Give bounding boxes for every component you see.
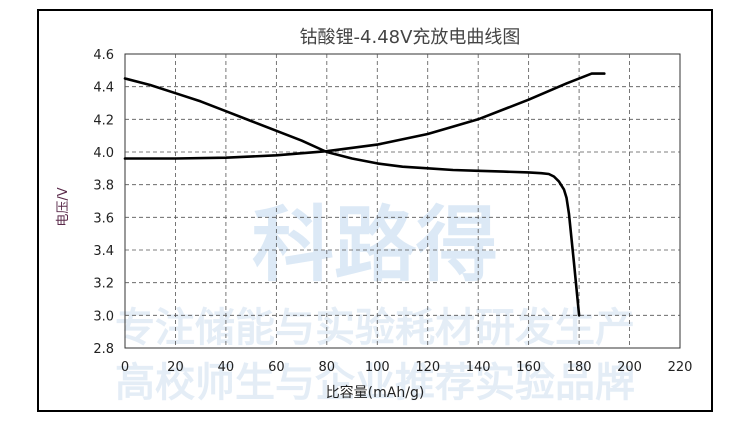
grid: [125, 54, 680, 348]
series-line-charge: [123, 72, 606, 160]
x-tick-label: 140: [466, 360, 491, 375]
x-tick-label: 60: [268, 360, 285, 375]
x-tick-label: 220: [668, 360, 693, 375]
series-line-discharge: [123, 77, 581, 317]
y-axis-label: 电压/V: [56, 187, 71, 226]
watermark-line-1: 专注储能与实验耗材研发生产: [115, 305, 635, 351]
x-tick-label: 180: [567, 360, 592, 375]
x-tick-label: 40: [218, 360, 235, 375]
series-lines: [123, 72, 606, 317]
x-tick-label: 100: [365, 360, 390, 375]
y-tick-label: 3.8: [93, 179, 114, 194]
y-tick-label: 3.4: [93, 244, 114, 259]
y-tick-label: 3.2: [93, 277, 114, 292]
chart-frame: 科路得 专注储能与实验耗材研发生产 高校师生与企业推荐实验品牌 钴酸锂-4.48…: [37, 9, 713, 412]
x-tick-label: 20: [167, 360, 184, 375]
watermark-line-2: 高校师生与企业推荐实验品牌: [115, 360, 635, 406]
watermark-logo-text: 科路得: [252, 198, 498, 293]
x-tick-label: 80: [319, 360, 336, 375]
chart-svg: 科路得 专注储能与实验耗材研发生产 高校师生与企业推荐实验品牌 钴酸锂-4.48…: [56, 27, 693, 406]
y-tick-label: 4.6: [93, 48, 114, 63]
y-tick-label: 4.4: [93, 81, 114, 96]
x-axis-label: 比容量(mAh/g): [326, 384, 425, 401]
y-tick-label: 2.8: [93, 342, 114, 357]
plot-area: [124, 53, 681, 349]
y-tick-label: 4.0: [93, 146, 114, 161]
x-tick-labels: 0 20 40 60 80 100 120 140 160 180 200 220: [121, 360, 693, 375]
watermark: 科路得 专注储能与实验耗材研发生产 高校师生与企业推荐实验品牌: [115, 198, 635, 406]
plot-border: [124, 53, 681, 349]
x-tick-label: 160: [516, 360, 541, 375]
y-tick-labels: 2.8 3.0 3.2 3.4 3.6 3.8 4.0 4.2 4.4 4.6: [93, 48, 114, 357]
chart-title: 钴酸锂-4.48V充放电曲线图: [300, 27, 521, 48]
x-tick-label: 120: [415, 360, 440, 375]
x-tick-label: 200: [617, 360, 642, 375]
y-tick-label: 3.6: [93, 211, 114, 226]
x-tick-label: 0: [121, 360, 129, 375]
y-tick-label: 4.2: [93, 113, 114, 128]
y-tick-label: 3.0: [93, 309, 114, 324]
